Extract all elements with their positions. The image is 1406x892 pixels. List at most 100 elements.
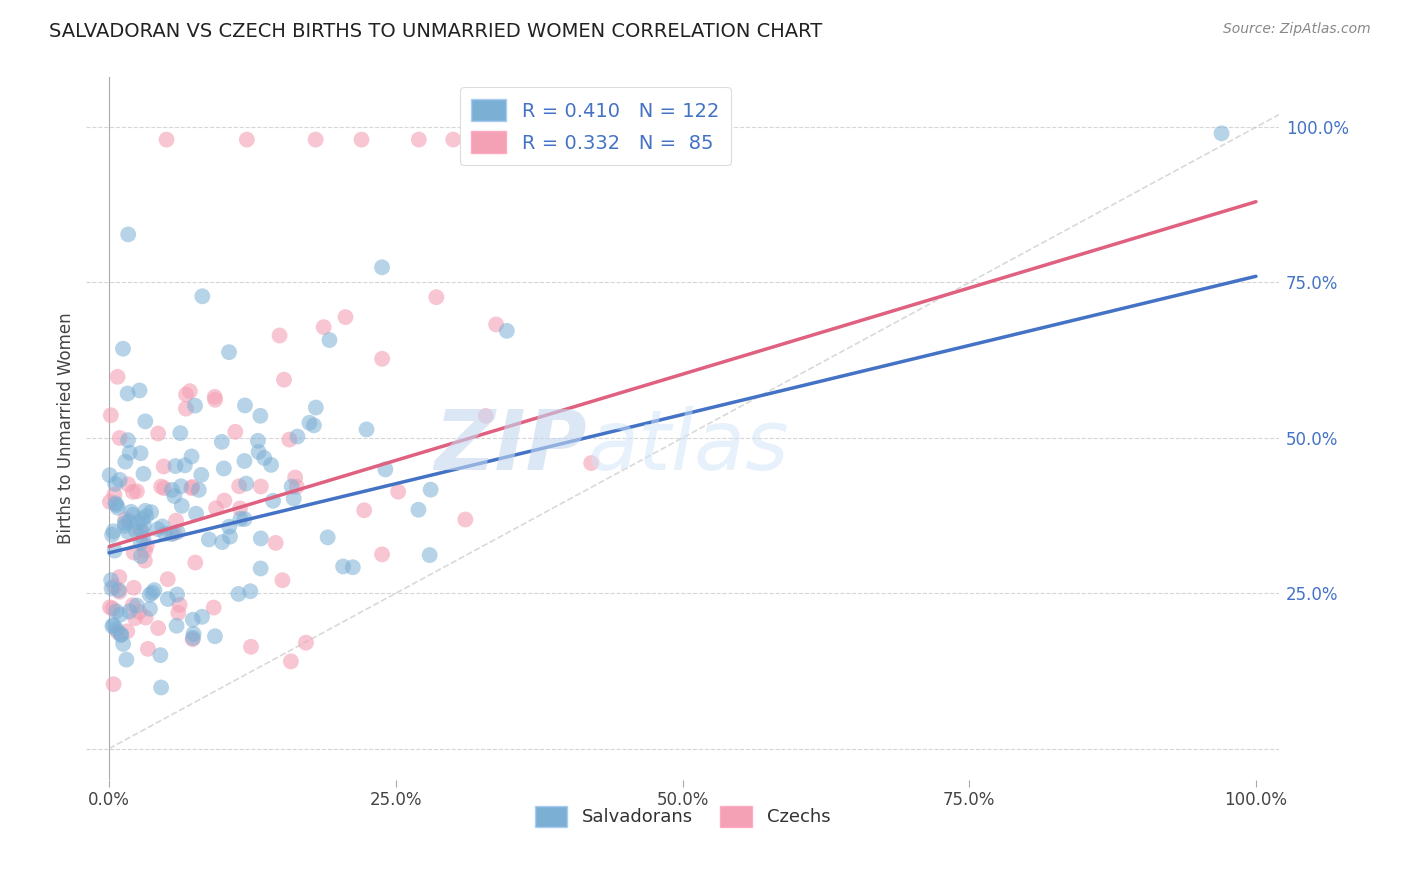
Point bbox=[128, 605, 150, 619]
Point bbox=[229, 512, 252, 526]
Point bbox=[134, 543, 156, 558]
Point bbox=[181, 632, 204, 647]
Point bbox=[152, 519, 174, 533]
Point bbox=[120, 505, 142, 519]
Point bbox=[146, 426, 169, 441]
Point bbox=[132, 518, 155, 533]
Point bbox=[273, 373, 295, 387]
Point bbox=[117, 524, 139, 539]
Point bbox=[485, 318, 508, 332]
Text: atlas: atlas bbox=[588, 406, 789, 486]
Point bbox=[146, 621, 169, 635]
Point bbox=[166, 524, 188, 539]
Point bbox=[101, 527, 124, 541]
Point bbox=[280, 480, 302, 494]
Point bbox=[233, 512, 256, 526]
Point bbox=[110, 627, 132, 641]
Point bbox=[143, 583, 166, 598]
Point bbox=[454, 512, 477, 526]
Point bbox=[139, 505, 162, 519]
Point bbox=[169, 598, 191, 612]
Point bbox=[163, 526, 186, 541]
Point bbox=[124, 524, 146, 538]
Point bbox=[107, 624, 129, 639]
Point bbox=[110, 628, 132, 642]
Legend: Salvadorans, Czechs: Salvadorans, Czechs bbox=[527, 798, 838, 834]
Point bbox=[262, 493, 284, 508]
Point bbox=[204, 392, 226, 407]
Point bbox=[229, 501, 252, 516]
Point bbox=[1211, 127, 1233, 141]
Point bbox=[135, 509, 157, 524]
Point bbox=[131, 524, 153, 539]
Point bbox=[117, 227, 139, 242]
Point bbox=[318, 333, 340, 347]
Point bbox=[136, 641, 159, 656]
Point bbox=[278, 433, 301, 447]
Point bbox=[247, 445, 270, 459]
Point bbox=[170, 479, 193, 493]
Point bbox=[173, 458, 195, 473]
Point bbox=[103, 618, 125, 632]
Point bbox=[304, 132, 326, 146]
Point bbox=[166, 619, 188, 633]
Point bbox=[103, 579, 125, 593]
Point bbox=[180, 481, 202, 495]
Point bbox=[205, 501, 228, 516]
Point bbox=[184, 399, 207, 413]
Point bbox=[122, 581, 145, 595]
Point bbox=[98, 495, 121, 509]
Point bbox=[211, 434, 233, 449]
Point bbox=[124, 611, 146, 625]
Point bbox=[104, 477, 127, 491]
Point bbox=[579, 456, 602, 470]
Point bbox=[170, 499, 193, 513]
Point bbox=[298, 416, 321, 430]
Point bbox=[371, 351, 394, 366]
Point bbox=[108, 570, 131, 584]
Point bbox=[174, 387, 197, 401]
Text: ZIP: ZIP bbox=[434, 406, 588, 486]
Point bbox=[100, 408, 122, 422]
Point bbox=[312, 320, 335, 334]
Point bbox=[214, 493, 236, 508]
Point bbox=[408, 132, 430, 146]
Point bbox=[184, 556, 207, 570]
Point bbox=[165, 458, 187, 473]
Point bbox=[233, 454, 256, 468]
Point bbox=[150, 479, 173, 493]
Point bbox=[115, 652, 138, 666]
Point bbox=[103, 677, 125, 691]
Point bbox=[228, 479, 250, 493]
Point bbox=[253, 450, 276, 465]
Point bbox=[98, 468, 121, 483]
Point bbox=[111, 342, 134, 356]
Point bbox=[152, 459, 174, 474]
Point bbox=[342, 560, 364, 574]
Point bbox=[271, 573, 294, 587]
Point bbox=[108, 473, 131, 487]
Point bbox=[204, 390, 226, 404]
Point bbox=[280, 654, 302, 668]
Y-axis label: Births to Unmarried Women: Births to Unmarried Women bbox=[58, 313, 75, 544]
Point bbox=[112, 637, 135, 651]
Point bbox=[219, 530, 242, 544]
Point bbox=[110, 607, 132, 622]
Point bbox=[134, 554, 156, 568]
Point bbox=[114, 512, 136, 526]
Point bbox=[101, 619, 124, 633]
Point bbox=[285, 480, 308, 494]
Point bbox=[118, 446, 141, 460]
Point bbox=[107, 500, 129, 515]
Point bbox=[371, 260, 394, 275]
Point bbox=[167, 606, 190, 620]
Point bbox=[374, 462, 396, 476]
Point bbox=[316, 530, 339, 544]
Point bbox=[163, 489, 186, 503]
Point bbox=[419, 548, 441, 562]
Point bbox=[419, 483, 441, 497]
Point bbox=[150, 681, 173, 695]
Point bbox=[135, 539, 157, 553]
Point bbox=[125, 484, 148, 499]
Point bbox=[579, 132, 602, 146]
